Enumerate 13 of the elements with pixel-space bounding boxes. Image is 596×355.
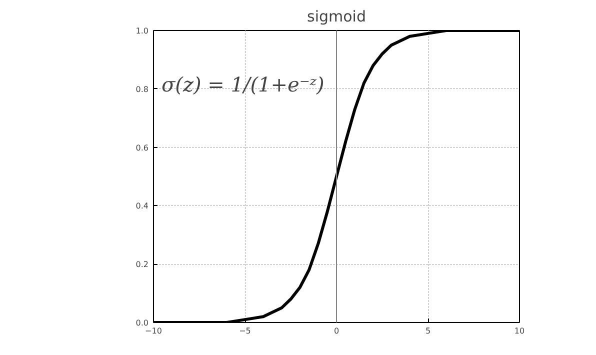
y-tick-label: 1.0 bbox=[136, 26, 149, 36]
y-tick-label: 0.4 bbox=[136, 202, 149, 211]
y-tick-label: 0.6 bbox=[136, 143, 149, 152]
annotation: σ(z) = 1/(1+e⁻ᶻ) bbox=[162, 72, 324, 96]
x-tick-label: 10 bbox=[514, 326, 525, 336]
x-tick-label: −10 bbox=[145, 326, 162, 336]
x-tick-label: −5 bbox=[239, 326, 251, 336]
y-tick-label: 0.0 bbox=[136, 318, 149, 328]
x-tick-label: 5 bbox=[425, 326, 431, 336]
x-tick-label: 0 bbox=[334, 326, 340, 336]
y-tick-label: 0.2 bbox=[136, 260, 149, 270]
y-tick-label: 0.8 bbox=[136, 84, 149, 94]
chart-title: sigmoid bbox=[307, 8, 366, 26]
